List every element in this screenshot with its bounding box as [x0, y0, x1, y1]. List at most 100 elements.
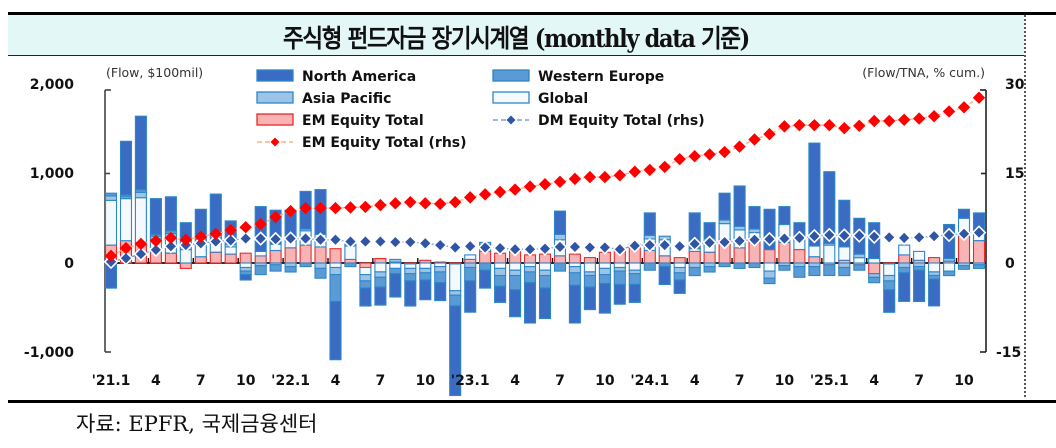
- bar-global-2024.9: [763, 262, 776, 272]
- x-axis-labels: '21.1 4 7 10 '22.1 4 7 10 '23.1 4 7 10 '24.1 4 7 10 '25.…: [92, 373, 974, 389]
- bar-western_europe-2023.7: [553, 262, 567, 272]
- em-point-2024.11: [793, 118, 806, 132]
- bar-global-2022.4: [329, 262, 342, 269]
- em-point-2023.9: [583, 170, 597, 184]
- legend-swatch-north_america: [256, 69, 294, 82]
- bar-western_europe-2025.5: [883, 280, 896, 291]
- em-point-2021.6: [179, 233, 193, 246]
- em-point-2024.5: [703, 148, 716, 161]
- dm-point-2024.10: [777, 231, 792, 246]
- bar-asia_pacific-2023.4: [509, 269, 522, 277]
- bar-north_america-2022.12: [449, 305, 462, 397]
- x-label-10: 7: [555, 373, 565, 389]
- em-point-2023.8: [568, 172, 582, 186]
- x-label-0: '21.1: [92, 373, 131, 389]
- left-tick-1000: 1,000: [30, 166, 75, 182]
- em-point-2021.7: [194, 230, 207, 243]
- bar-north_america-2023.3: [494, 285, 507, 303]
- dm-point-2023.5: [522, 241, 538, 257]
- bar-north_america-2022.7: [374, 286, 387, 306]
- bar-western_europe-2024.6: [718, 262, 731, 268]
- em-point-2024.10: [778, 120, 791, 133]
- bar-western_europe-2021.1: [104, 192, 118, 197]
- bar-global-2021.2: [119, 198, 133, 242]
- em-point-2022.4: [329, 201, 342, 215]
- bar-north_america-2024.6: [718, 192, 731, 221]
- dm-point-2024.2: [657, 237, 673, 253]
- bar-north_america-2023.4: [509, 289, 522, 318]
- dm-point-2024.3: [672, 238, 688, 254]
- bar-global-2025.9: [943, 262, 956, 272]
- em-point-2024.7: [733, 140, 746, 153]
- bar-north_america-2021.3: [134, 115, 147, 191]
- bar-western_europe-2024.12: [808, 266, 821, 277]
- em-point-2023.11: [613, 169, 627, 182]
- dm-point-2024.7: [732, 233, 747, 249]
- bar-asia_pacific-2022.8: [389, 258, 402, 263]
- dm-point-2025.5: [881, 230, 897, 245]
- dm-point-2021.3: [133, 246, 149, 262]
- em-point-2022.6: [359, 200, 372, 214]
- em-point-2022.10: [419, 197, 432, 210]
- bar-asia_pacific-2022.4: [329, 266, 342, 276]
- bar-em_equity_total-2021.7: [194, 256, 207, 264]
- x-label-11: 10: [595, 373, 615, 389]
- bar-north_america-2023.8: [568, 284, 581, 324]
- bar-western_europe-2025.9: [943, 270, 956, 277]
- dm-point-2022.5: [343, 234, 358, 249]
- em-point-2021.5: [164, 231, 178, 245]
- em-point-2022.9: [404, 195, 417, 209]
- em-point-2022.12: [449, 195, 462, 209]
- legend: North America Western Europe Asia Pacific G…: [256, 69, 705, 151]
- bar-em_equity_total-2024.4: [688, 250, 701, 264]
- bar-western_europe-2024.10: [778, 265, 791, 271]
- bar-north_america-2025.7: [913, 269, 926, 303]
- x-label-4: '22.1: [271, 373, 310, 389]
- bar-north_america-2022.4: [329, 300, 342, 361]
- legend-swatch-western_europe: [492, 69, 530, 82]
- bar-em_equity_total-2021.8: [209, 251, 222, 264]
- bar-asia_pacific-2022.7: [374, 271, 387, 278]
- bar-north_america-2024.9: [763, 208, 776, 251]
- bar-western_europe-2023.11: [613, 270, 626, 286]
- bar-em_equity_total-2024.3: [673, 257, 686, 264]
- right-tick-neg15: -15: [996, 345, 1021, 361]
- dm-point-2021.7: [193, 235, 209, 251]
- legend-swatch-em_equity_total: [256, 113, 294, 126]
- bar-north_america-2021.5: [164, 196, 177, 232]
- dm-point-2022.4: [328, 232, 343, 248]
- legend-swatch-asia_pacific: [256, 91, 294, 104]
- x-label-2: 7: [196, 373, 206, 389]
- bar-em_equity_total-2025.4: [868, 262, 881, 275]
- left-tick-neg1000: -1,000: [24, 345, 74, 361]
- bar-western_europe-2024.11: [793, 266, 806, 278]
- bar-western_europe-2022.1: [284, 266, 297, 273]
- bar-asia_pacific-2022.10: [419, 267, 432, 274]
- bar-north_america-2023.5: [523, 282, 537, 324]
- x-label-14: 7: [735, 373, 745, 389]
- dm-point-2023.6: [537, 241, 553, 257]
- bar-global-2023.9: [583, 262, 596, 273]
- bar-western_europe-2024.1: [643, 262, 656, 271]
- bar-western_europe-2022.10: [419, 272, 432, 281]
- bar-north_america-2021.8: [209, 193, 222, 233]
- x-label-16: '25.1: [810, 373, 849, 389]
- em-point-2023.6: [538, 178, 552, 191]
- em-point-2025.6: [897, 113, 911, 126]
- x-label-8: '23.1: [451, 373, 490, 389]
- bar-asia_pacific-2022.6: [359, 274, 372, 282]
- bar-em_equity_total-2021.5: [164, 252, 177, 264]
- em-point-2024.6: [718, 145, 731, 159]
- bar-em_equity_total-2023.8: [568, 253, 581, 264]
- bar-asia_pacific-2022.11: [434, 266, 447, 273]
- bar-global-2025.2: [838, 246, 851, 261]
- left-axis-unit: (Flow, $100mil): [106, 65, 203, 80]
- bar-global-2023.10: [598, 262, 611, 269]
- bar-north_america-2021.4: [149, 198, 162, 235]
- bar-north_america-2024.2: [658, 266, 671, 286]
- bar-north_america-2022.11: [434, 282, 447, 302]
- bar-em_equity_total-2024.5: [703, 251, 716, 264]
- dm-point-2025.10: [956, 226, 972, 242]
- x-label-15: 10: [775, 373, 795, 389]
- em-point-2025.2: [838, 121, 851, 135]
